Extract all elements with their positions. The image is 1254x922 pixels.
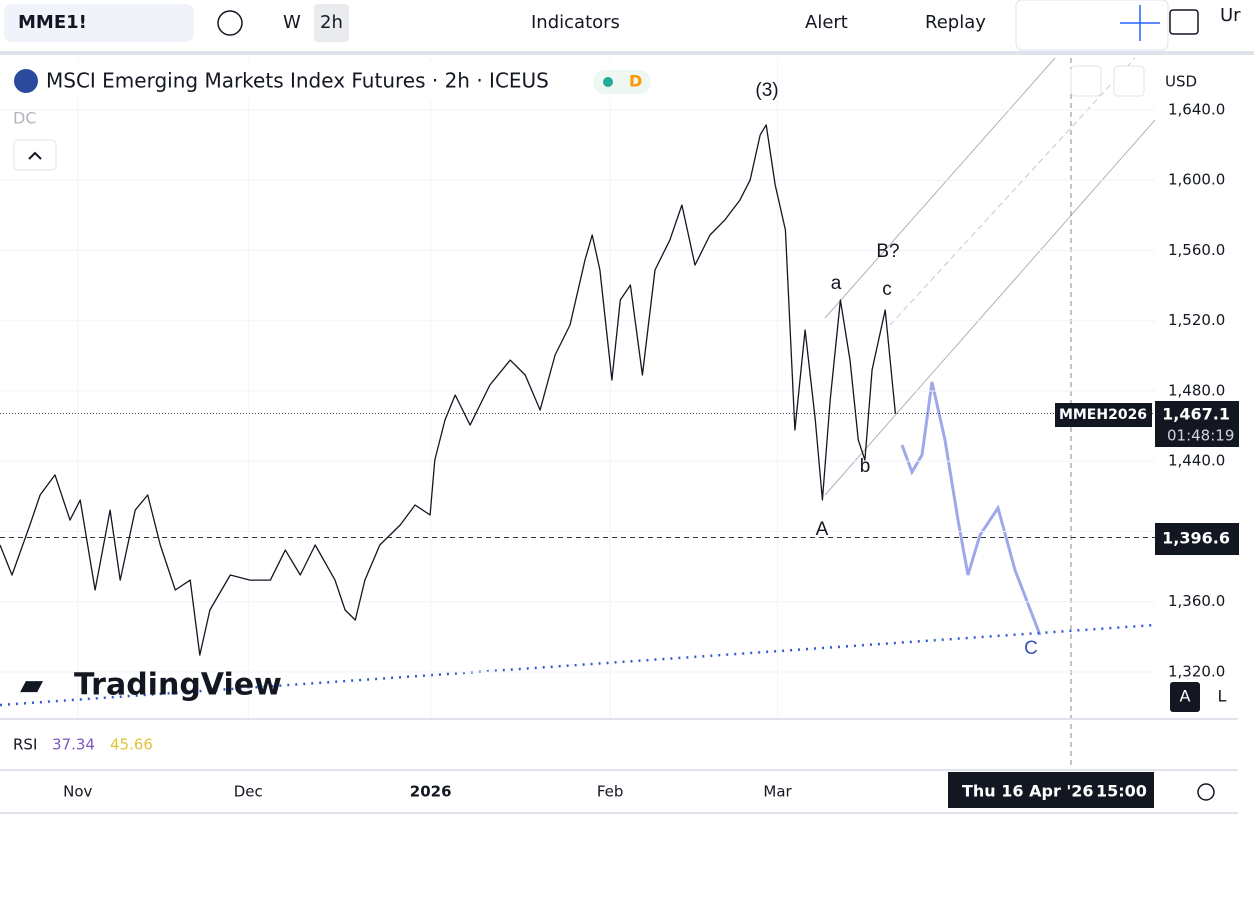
price-tag-bg bbox=[1155, 401, 1239, 447]
time-tag-clock: 15:00 bbox=[1096, 782, 1147, 801]
y-tick-label: 1,640.0 bbox=[1168, 100, 1225, 118]
channel-line bbox=[889, 57, 1136, 326]
y-tick-label: 1,560.0 bbox=[1168, 241, 1225, 259]
x-tick-label: 2026 bbox=[410, 783, 452, 801]
legend-title: MSCI Emerging Markets Index Futures · 2h… bbox=[46, 69, 549, 93]
logo-mark: ▰ bbox=[20, 668, 43, 703]
trend-line bbox=[0, 623, 1156, 707]
annotation: b bbox=[860, 456, 871, 477]
rect-icon[interactable] bbox=[1169, 9, 1199, 35]
replay[interactable]: Replay bbox=[925, 12, 986, 33]
drawings bbox=[0, 57, 1156, 770]
annotation: a bbox=[831, 273, 842, 294]
price-label: 1,396.6 bbox=[1162, 529, 1230, 548]
time-tag: Thu 16 Apr '26 bbox=[962, 782, 1094, 801]
rsi-value: 37.34 bbox=[52, 736, 95, 754]
interval[interactable]: 2h bbox=[320, 12, 343, 33]
price-line-series bbox=[0, 124, 897, 656]
annotation: B? bbox=[876, 241, 899, 262]
reset-button[interactable] bbox=[1113, 65, 1145, 97]
interval-box[interactable] bbox=[314, 4, 349, 42]
price-tag-bg bbox=[1155, 523, 1239, 555]
price-label: 1,467.1 bbox=[1162, 405, 1230, 424]
cut-text: Ur bbox=[1220, 5, 1241, 26]
rsi-label: RSI bbox=[13, 736, 37, 754]
badge-box bbox=[593, 70, 651, 94]
dc: DC bbox=[13, 109, 37, 128]
x-tick-label: Nov bbox=[63, 783, 92, 801]
auto-button[interactable] bbox=[1170, 682, 1200, 712]
annotation: (3) bbox=[755, 80, 778, 101]
status-dot bbox=[603, 77, 613, 87]
symbol-icon bbox=[14, 69, 38, 93]
channel-line bbox=[824, 57, 1056, 319]
countdown: 01:48:19 bbox=[1167, 427, 1234, 445]
y-tick-label: 1,400.0 bbox=[1168, 522, 1225, 540]
symbol-box[interactable] bbox=[4, 4, 194, 42]
add-button[interactable] bbox=[217, 10, 243, 36]
y-tick-label: 1,440.0 bbox=[1168, 452, 1225, 470]
y-tick-label: 1,360.0 bbox=[1168, 592, 1225, 610]
x-tick-label: Dec bbox=[234, 783, 263, 801]
y-tick-label: 1,320.0 bbox=[1168, 662, 1225, 680]
logo: TradingView bbox=[74, 668, 282, 703]
annotation: A bbox=[816, 519, 829, 540]
collapse-button[interactable] bbox=[13, 139, 57, 171]
y-tick-label: 1,600.0 bbox=[1168, 171, 1225, 189]
x-tick-label: Mar bbox=[763, 783, 792, 801]
scroll-button[interactable] bbox=[1070, 65, 1102, 97]
symbol[interactable]: MME1! bbox=[18, 12, 87, 33]
legend-bg bbox=[0, 62, 660, 100]
x-tick-label: Feb bbox=[597, 783, 624, 801]
symbol-tag-bg bbox=[1055, 403, 1152, 427]
indicators[interactable]: Indicators bbox=[531, 12, 620, 33]
log[interactable]: L bbox=[1218, 687, 1227, 706]
auto[interactable]: A bbox=[1180, 687, 1191, 706]
currency[interactable]: USD bbox=[1165, 73, 1197, 91]
chevron[interactable] bbox=[28, 151, 42, 160]
chart bbox=[0, 58, 1155, 718]
settings-icon[interactable] bbox=[1197, 783, 1215, 801]
annotation: C bbox=[1024, 638, 1038, 659]
y-tick-label: 1,480.0 bbox=[1168, 381, 1225, 399]
rsi-ma: 45.66 bbox=[110, 736, 153, 754]
interval-w[interactable]: W bbox=[283, 12, 301, 33]
channel-line bbox=[824, 119, 1156, 496]
alert[interactable]: Alert bbox=[805, 12, 848, 33]
y-tick-label: 1,520.0 bbox=[1168, 311, 1225, 329]
projection bbox=[900, 381, 1042, 636]
annotation: c bbox=[882, 279, 892, 300]
time-tag-bg bbox=[948, 772, 1154, 808]
symbol-tag: MMEH2026 bbox=[1059, 407, 1147, 423]
drawing-toolbar bbox=[1015, 0, 1169, 51]
badge: D bbox=[629, 72, 642, 91]
